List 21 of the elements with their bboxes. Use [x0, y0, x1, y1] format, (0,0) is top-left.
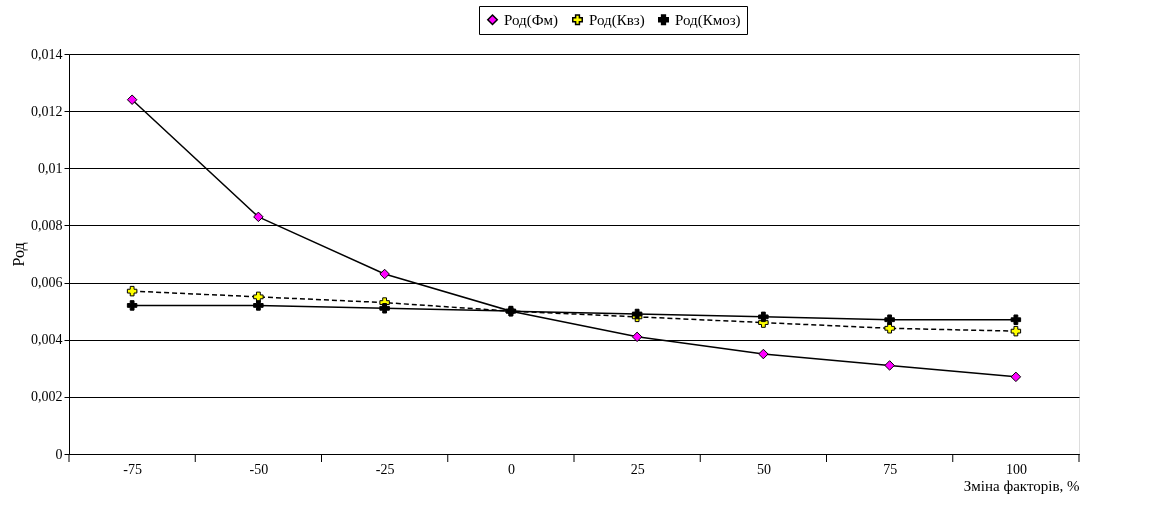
y-tick-label: 0,014	[31, 46, 63, 62]
x-tick-label: -25	[375, 461, 395, 477]
y-tick-label: 0,006	[31, 275, 63, 291]
x-tick-label: 100	[1005, 461, 1027, 477]
x-tick-label: 50	[756, 461, 771, 477]
y-tick-label: 0,012	[31, 103, 63, 119]
x-tick-label: 75	[883, 461, 898, 477]
x-tick-label: 0	[507, 461, 515, 477]
legend-label: Род(Фм)	[504, 11, 559, 29]
y-tick-label: 0,008	[31, 217, 63, 233]
y-tick-label: 0,01	[38, 160, 63, 176]
x-tick-label: -50	[249, 461, 269, 477]
y-axis-title: Род	[10, 242, 28, 267]
y-tick-label: 0,004	[31, 332, 63, 348]
x-tick-label: -75	[123, 461, 142, 477]
y-tick-label: 0	[55, 446, 63, 462]
x-tick-label: 25	[630, 461, 645, 477]
x-axis-title: Зміна факторів, %	[963, 477, 1080, 494]
legend-label: Род(Кмоз)	[675, 11, 741, 29]
legend-label: Род(Квз)	[589, 11, 645, 29]
y-tick-label: 0,002	[31, 389, 63, 405]
